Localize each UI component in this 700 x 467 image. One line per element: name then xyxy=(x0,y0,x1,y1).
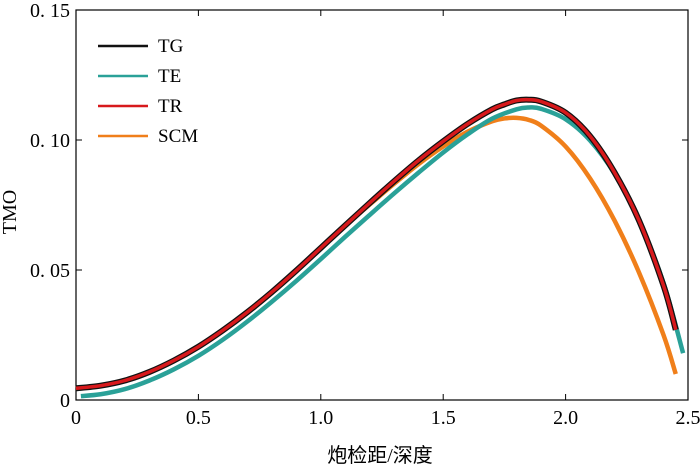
axis-ticks: 0 0.5 1.0 1.5 2.0 2.5 0 0. 05 0. 10 0. 15 xyxy=(30,0,700,429)
series-line-tr xyxy=(75,97,678,391)
plot-area xyxy=(75,9,689,401)
x-axis-title: 炮检距/深度 xyxy=(327,444,433,467)
y-tick-label: 0 xyxy=(60,390,70,412)
x-tick-label: 2.0 xyxy=(553,407,578,429)
x-tick-label: 2.5 xyxy=(676,407,700,429)
legend-label-tr: TR xyxy=(158,96,183,117)
series-line-scm xyxy=(75,115,678,391)
y-tick-label: 0. 05 xyxy=(30,260,70,282)
x-tick-label: 1.0 xyxy=(308,407,333,429)
y-axis-title: TMO xyxy=(0,190,21,234)
x-tick-label: 0 xyxy=(71,407,81,429)
legend: TG TE TR SCM xyxy=(98,36,198,147)
y-tick-label: 0. 15 xyxy=(30,0,70,22)
x-tick-label: 1.5 xyxy=(431,407,456,429)
plot-frame xyxy=(75,9,689,401)
legend-label-tg: TG xyxy=(158,36,184,57)
series-line-te xyxy=(80,105,686,399)
x-tick-label: 0.5 xyxy=(186,407,211,429)
series-layer xyxy=(75,96,686,399)
y-tick-label: 0. 10 xyxy=(30,130,70,152)
legend-label-te: TE xyxy=(158,66,181,87)
legend-label-scm: SCM xyxy=(158,126,198,147)
